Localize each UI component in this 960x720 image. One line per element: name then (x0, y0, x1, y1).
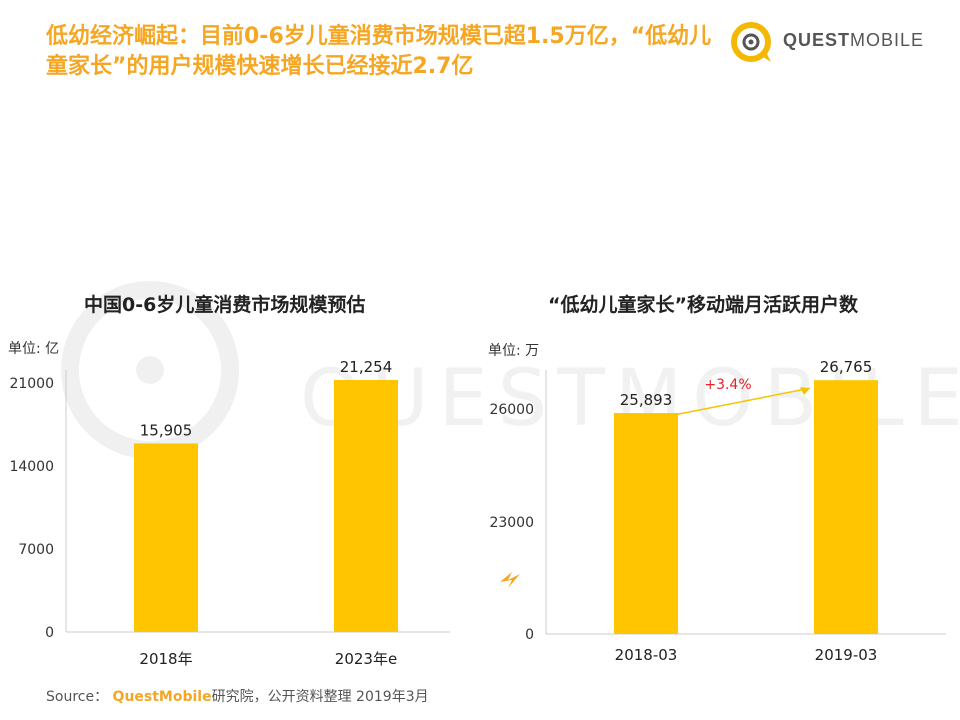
page-title: 低幼经济崛起：目前0-6岁儿童消费市场规模已超1.5万亿，“低幼儿童家长”的用户… (46, 24, 712, 79)
growth-annotation: +3.4% (704, 377, 751, 393)
chart1-bar (134, 443, 198, 632)
chart1-title: 中国0-6岁儿童消费市场规模预估 (84, 294, 366, 316)
source-prefix: Source： (46, 689, 109, 705)
chart2-x-tick-label: 2019-03 (815, 646, 878, 664)
chart2-unit: 单位: 万 (488, 343, 540, 359)
chart1-y-tick-label: 7000 (18, 542, 54, 558)
chart1-y-tick-label: 21000 (9, 376, 54, 392)
chart2-data-label: 26,765 (820, 360, 873, 376)
chart1-y-tick-label: 14000 (9, 459, 54, 475)
chart2-y-tick-label: 26000 (489, 402, 534, 418)
logo-mobile: MOBILE (850, 30, 925, 50)
questmobile-logo-icon (731, 22, 771, 62)
source-brand: QuestMobile (112, 689, 212, 705)
logo-quest: QUEST (783, 30, 851, 50)
axis-break-icon (500, 572, 520, 588)
chart2-y-tick-label: 0 (525, 627, 534, 643)
chart1-x-tick-label: 2018年 (139, 650, 192, 668)
chart1-data-label: 15,905 (140, 421, 193, 439)
questmobile-logo: QUESTMOBILE (727, 12, 927, 72)
chart1-x-tick-label: 2023年e (335, 650, 397, 668)
source-rest: 研究院，公开资料整理 2019年3月 (211, 689, 429, 705)
chart2-y-tick-label: 23000 (489, 515, 534, 531)
chart1: 0 7000 14000 21000 15,905 2018年 21,254 2023年e (9, 360, 450, 668)
chart2-title: “低幼儿童家长”移动端月活跃用户数 (548, 294, 858, 316)
growth-arrow-head-icon (800, 387, 810, 396)
chart2-bar (614, 413, 678, 634)
chart2: 0 23000 26000 25,893 2018-03 26,765 2019-03 +3.… (489, 360, 946, 664)
growth-arrow-line (673, 387, 811, 416)
chart2-x-tick-label: 2018-03 (615, 646, 678, 664)
chart2-bar (814, 380, 878, 634)
chart2-data-label: 25,893 (620, 391, 673, 409)
chart1-y-tick-label: 0 (45, 625, 54, 641)
chart1-unit: 单位: 亿 (8, 341, 60, 357)
source-note: Source： QuestMobile研究院，公开资料整理 2019年3月 (46, 686, 429, 706)
chart1-data-label: 21,254 (340, 360, 393, 376)
chart1-bar (334, 380, 398, 632)
logo-wordmark: QUESTMOBILE (783, 30, 924, 51)
